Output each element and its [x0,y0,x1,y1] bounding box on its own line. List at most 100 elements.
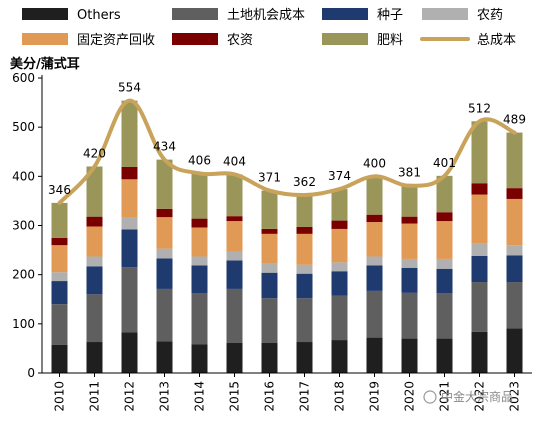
bar-segment [191,256,208,266]
bar-segment [191,344,208,373]
legend-label: Others [77,8,121,23]
bar-segment [261,263,278,273]
bar-stack [331,189,348,373]
bar-segment [296,226,313,234]
bar-segment [86,226,103,257]
total-data-label: 381 [398,166,421,180]
legend-label: 农资 [227,33,253,48]
bar-segment [436,293,453,339]
total-cost-path [57,98,517,205]
bar-stack [436,175,453,373]
y-tick-label: 600 [12,71,35,85]
bar-stack [401,185,418,373]
bar-segment [261,233,278,264]
bar-segment [261,272,278,299]
bar-stack [506,132,523,373]
y-tick-label: 400 [12,169,35,183]
bar-segment [471,243,488,256]
total-data-label: 406 [188,153,211,167]
x-tick-label: 2019 [368,381,382,412]
bar-segment [86,166,103,217]
bar-stack [261,190,278,373]
x-tick-label: 2010 [53,381,67,412]
bar-segment [401,223,418,259]
legend-item: 土地机会成本 [172,8,305,23]
bar-segment [401,216,418,224]
bar-segment [296,195,313,227]
bar-segment [226,216,243,222]
bar-segment [51,272,68,282]
bar-segment [191,293,208,345]
total-data-label: 346 [48,183,71,197]
legend-swatch [172,8,218,20]
bar-segment [226,251,243,261]
bar-segment [401,258,418,268]
bar-segment [86,294,103,343]
legend-label: 土地机会成本 [227,8,305,23]
x-tick-label: 2017 [298,381,312,412]
bar-segment [156,258,173,289]
bar-segment [436,268,453,294]
bar-segment [331,340,348,373]
bar-segment [366,337,383,373]
bar-segment [121,100,138,167]
total-data-label: 554 [118,81,141,95]
bar-segment [436,212,453,222]
bar-segment [51,237,68,246]
x-tick-label: 2013 [158,381,172,412]
bar-segment [366,265,383,291]
legend-swatch [322,8,368,20]
bar-segment [331,271,348,296]
bar-series [51,100,523,373]
bar-segment [471,282,488,332]
bar-segment [121,267,138,333]
legend-label: 固定资产回收 [77,33,155,48]
x-tick-label: 2023 [508,381,522,412]
x-tick-label: 2016 [263,381,277,412]
bar-segment [471,121,488,184]
y-tick-label: 100 [12,317,35,331]
bar-stack [226,174,243,373]
watermark: 中金大宗商品 [423,389,513,404]
legend-item: 总成本 [420,33,516,48]
bar-segment [226,174,243,217]
bar-segment [401,292,418,339]
bar-segment [401,338,418,373]
bar-segment [191,265,208,294]
bar-segment [226,343,243,373]
bar-segment [401,185,418,217]
bar-segment [366,222,383,257]
x-tick-label: 2012 [123,381,137,412]
bar-stack [471,121,488,373]
bar-segment [366,176,383,215]
bar-segment [121,166,138,180]
bar-segment [331,228,348,263]
bar-segment [436,221,453,259]
legend-swatch [322,33,368,45]
bar-segment [296,233,313,265]
legend-swatch [22,8,68,20]
bar-stack [296,195,313,373]
bar-segment [436,338,453,373]
bar-segment [366,256,383,266]
y-tick-label: 300 [12,219,35,233]
legend-item: Others [22,8,121,23]
bar-stack [51,202,68,373]
bar-segment [261,190,278,229]
y-tick-label: 0 [27,366,35,380]
bar-segment [86,256,103,267]
bar-stack [156,159,173,373]
x-axis: 2010 2011 2012 2013 2014 2015 2016 2017 2018 2019… [42,372,532,412]
bar-stack [366,176,383,373]
legend-swatch [172,33,218,45]
bar-segment [506,328,523,373]
bar-segment [296,342,313,373]
bar-stack [86,166,103,373]
bar-stack [121,100,138,373]
bar-segment [331,189,348,221]
bar-segment [86,216,103,227]
legend-item: 固定资产回收 [22,33,155,48]
bar-segment [156,248,173,259]
legend-label: 总成本 [477,33,516,48]
